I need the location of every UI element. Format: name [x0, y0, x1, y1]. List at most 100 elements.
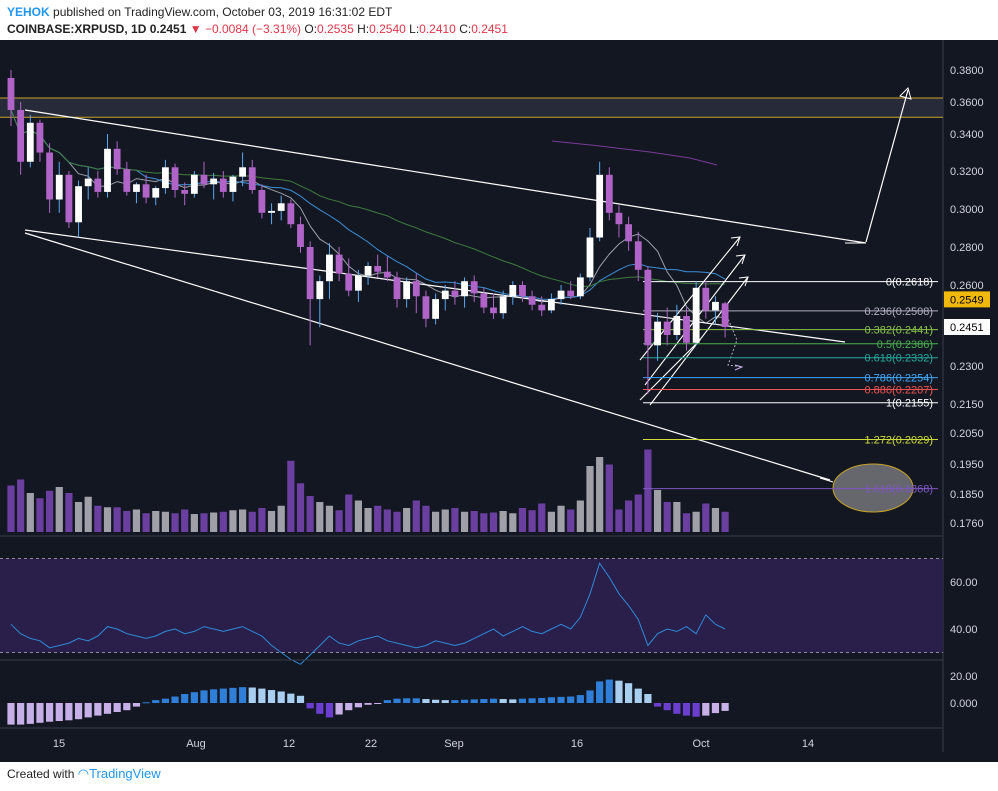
volume-bar [451, 508, 459, 532]
macd-bar [306, 703, 314, 709]
candle-body [692, 287, 700, 343]
arrow-head [735, 254, 746, 265]
macd-bar [441, 700, 449, 703]
volume-bar [229, 510, 237, 532]
macd-bar [364, 703, 372, 705]
fib-level-label: 0.236(0.2508) [865, 306, 934, 318]
volume-bar [538, 503, 546, 532]
time-tick-label: Oct [692, 738, 709, 750]
target-arrow [819, 477, 834, 483]
macd-bar [296, 695, 305, 703]
author-name[interactable]: YEHOK [7, 5, 50, 19]
candle-body [615, 212, 623, 225]
volume-bar [36, 498, 44, 532]
symbol-line: COINBASE:XRPUSD, 1D 0.2451 ▼ −0.0084 (−3… [7, 22, 508, 36]
candle-body [219, 178, 227, 192]
high-value: 0.2540 [369, 22, 406, 36]
candle-body [422, 296, 430, 319]
volume-bar [557, 505, 565, 532]
fibonacci-levels[interactable]: 0(0.2618) 0.236(0.2508) 0.382(0.2441) 0.5(0… [643, 277, 938, 496]
macd-bar [7, 703, 15, 725]
candle-body [7, 78, 15, 110]
volume-bar [460, 511, 469, 532]
candle-body [268, 210, 275, 213]
macd-bar [287, 693, 295, 703]
macd-bar [393, 698, 401, 703]
macd-bar [644, 694, 652, 703]
volume-bar [364, 508, 372, 532]
candle-body [383, 271, 391, 278]
created-with-label: Created with [7, 767, 75, 781]
macd-bar [538, 697, 546, 703]
projected-path [724, 311, 743, 368]
candle-body [480, 293, 488, 308]
candle-body [499, 296, 507, 314]
candle-body [171, 167, 179, 190]
price-candles [7, 70, 729, 394]
macd-bar [663, 703, 671, 711]
tradingview-logo-icon[interactable]: ◠ [77, 766, 90, 781]
macd-bar [84, 703, 92, 718]
candle-body [528, 296, 536, 305]
volume-bar [547, 511, 555, 532]
volume-bar [258, 508, 266, 532]
volume-bar [26, 493, 34, 532]
volume-bar [277, 505, 285, 532]
fib-level-label: 1.272(0.2029) [865, 435, 934, 447]
volume-bar [345, 494, 353, 532]
volume-bar [152, 511, 160, 532]
tradingview-brand[interactable]: TradingView [89, 766, 161, 781]
candle-body [113, 148, 121, 170]
chart-canvas[interactable]: 0(0.2618) 0.236(0.2508) 0.382(0.2441) 0.5(0… [0, 40, 998, 762]
candle-body [663, 321, 671, 336]
time-tick-label: Aug [186, 738, 206, 750]
volume-bar [74, 502, 83, 532]
macd-bar [374, 703, 382, 704]
price-tag-box [944, 291, 990, 308]
macd-bar [65, 703, 73, 721]
volume-bar [55, 487, 63, 532]
low-value: 0.2410 [419, 22, 456, 36]
candle-body [133, 184, 140, 192]
macd-bar [267, 690, 276, 703]
candle-body [644, 269, 652, 346]
macd-bar [596, 681, 604, 703]
volume-bar [470, 511, 478, 532]
close-label: C: [459, 22, 472, 36]
arrow-head [734, 364, 744, 371]
candle-body [355, 275, 362, 291]
rsi-pane: 60.00 40.00 20.00 [0, 535, 978, 683]
fib-level-label: 0.886(0.2207) [865, 385, 934, 397]
candle-body [576, 277, 584, 297]
volume-bar [567, 509, 575, 532]
macd-bar [103, 703, 112, 714]
volume-bar [123, 511, 131, 532]
trend-lines[interactable] [24, 87, 914, 513]
fib-level-label: 0.618(0.2332) [865, 353, 934, 365]
candle-body [65, 174, 73, 223]
volume-bar [161, 511, 169, 532]
macd-bar [190, 692, 198, 703]
macd-bar [480, 699, 488, 703]
macd-bar [94, 703, 102, 716]
price-tick-label: 0.2050 [950, 428, 984, 440]
volume-bar [518, 508, 527, 532]
volume-bar [702, 503, 710, 532]
macd-bar [567, 696, 575, 703]
candle-body [142, 184, 150, 198]
volume-bar [354, 500, 362, 532]
volume-bar [489, 512, 498, 532]
macd-bar [383, 700, 391, 703]
macd-bar [460, 699, 469, 703]
macd-bar [325, 703, 334, 718]
time-tick-label: 16 [571, 738, 583, 750]
candle-body [326, 254, 333, 282]
macd-bar [316, 703, 324, 714]
volume-bar [605, 464, 613, 532]
volume-bar [528, 510, 536, 532]
volume-bar [325, 505, 334, 532]
macd-bar [528, 698, 536, 703]
price-axis [943, 40, 998, 762]
candle-body [94, 178, 102, 192]
candle-body [17, 110, 25, 162]
